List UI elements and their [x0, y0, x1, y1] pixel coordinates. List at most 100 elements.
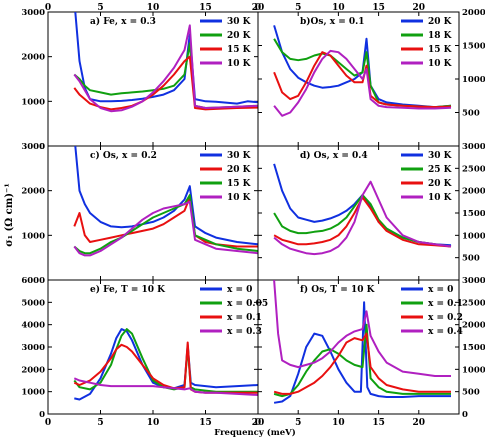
series-line-2: [73, 328, 258, 393]
y-tick-label: 5000: [21, 298, 45, 308]
series-layer: [273, 163, 452, 256]
x-tick-label-top: 5: [295, 3, 301, 13]
series-line-4: [273, 280, 451, 377]
legend-label: x = 0.05: [227, 299, 268, 309]
panel-d: 500 1000 1500 2000 2500 3000 d) Os, x = 0.4 30 …: [257, 142, 485, 281]
legend-label: x = 0: [227, 285, 252, 295]
y-tick-label: 4000: [21, 321, 45, 331]
y-tick-label: 500: [462, 254, 480, 264]
x-tick-label-top: 20: [413, 3, 426, 13]
y-tick-label: 0: [39, 142, 45, 152]
series-line-2: [273, 323, 451, 398]
legend-label: x = 0.2: [428, 313, 463, 323]
y-axis-label: σ₁ (Ω cm)⁻¹: [4, 183, 15, 246]
x-tick-label-top: 20: [252, 3, 265, 13]
series-layer: [73, 12, 258, 113]
series-line-3: [273, 332, 451, 395]
panel-title: f) Os, T = 10 K: [300, 284, 376, 295]
legend-label: 20 K: [227, 165, 252, 175]
y-tick-label: 2000: [462, 321, 485, 331]
series-line-4: [73, 377, 258, 396]
y-tick-label: 3000: [21, 343, 45, 353]
y-tick-label: 6000: [21, 276, 45, 286]
y-tick-label: 1000: [462, 75, 485, 85]
series-line-3: [273, 196, 452, 248]
series-line-4: [273, 180, 452, 256]
legend: 30 K 25 K 20 K 10 K: [401, 151, 453, 203]
panel-title: c) Os, x = 0.2: [90, 150, 157, 161]
legend-label: 10 K: [227, 193, 252, 203]
legend-label: 10 K: [227, 59, 252, 69]
y-tick-label: 500: [462, 109, 480, 119]
series-line-1: [74, 146, 258, 246]
legend-label: 15 K: [227, 179, 252, 189]
x-tick-label: 10: [147, 418, 160, 428]
y-tick-label: 1000: [21, 231, 45, 241]
x-tick-label: 15: [199, 418, 212, 428]
series-line-4: [73, 200, 258, 257]
series-layer: [273, 280, 451, 404]
y-tick-label: 1000: [21, 388, 45, 398]
legend-label: 10 K: [428, 59, 453, 69]
y-tick-label: 2000: [21, 53, 45, 63]
x-tick-label: 15: [372, 418, 385, 428]
legend-label: 25 K: [428, 165, 453, 175]
y-tick-label: 3000: [462, 142, 485, 152]
x-tick-label-top: 0: [255, 3, 261, 13]
legend: 30 K 20 K 15 K 10 K: [200, 17, 252, 69]
x-tick-label: 10: [332, 418, 345, 428]
legend-label: 20 K: [428, 17, 453, 27]
y-tick-label: 2500: [462, 298, 485, 308]
y-tick-label: 2000: [462, 187, 485, 197]
series-line-2: [73, 196, 258, 248]
legend-label: 30 K: [227, 17, 252, 27]
x-tick-label: 0: [45, 418, 51, 428]
panel-title: e) Fe, T = 10 K: [90, 284, 166, 295]
x-tick-label-top: 0: [45, 3, 51, 13]
series-line-3: [73, 194, 258, 255]
legend: x = 0 x = 0.1 x = 0.2 x = 0.4: [401, 285, 463, 337]
series-line-3: [73, 55, 258, 111]
y-tick-label: 3000: [462, 276, 485, 286]
x-tick-label: 5: [97, 418, 103, 428]
y-tick-label: 3000: [21, 8, 45, 18]
series-line-4: [73, 24, 258, 113]
panel-title: b)Os, x = 0.1: [300, 16, 365, 27]
x-tick-label: 5: [295, 418, 301, 428]
legend: 20 K 18 K 15 K 10 K: [401, 17, 453, 69]
y-tick-label: 3000: [21, 142, 45, 152]
series-layer: [73, 328, 258, 401]
legend-label: 30 K: [227, 151, 252, 161]
series-line-1: [273, 25, 452, 109]
y-tick-label: 1000: [462, 231, 485, 241]
panel-b: 0 5 10 15 20 500 1000 1500 2000 b)Os, x = 0.1 20 K…: [255, 3, 485, 147]
series-line-2: [273, 194, 452, 248]
legend-label: x = 0.1: [428, 299, 463, 309]
x-tick-label: 20: [413, 418, 426, 428]
y-tick-label: 2500: [462, 164, 485, 174]
x-axis-label: Frequency (meV): [214, 427, 296, 438]
x-tick-label: 0: [255, 418, 261, 428]
legend-label: 15 K: [227, 45, 252, 55]
legend-label: 20 K: [227, 31, 252, 41]
x-tick-label-top: 10: [147, 3, 160, 13]
legend: x = 0 x = 0.05 x = 0.1 x = 0.3: [200, 285, 268, 337]
x-tick-label: 20: [252, 418, 265, 428]
legend-label: x = 0.4: [428, 327, 463, 337]
series-layer: [73, 146, 258, 257]
y-tick-label: 500: [462, 388, 480, 398]
series-line-3: [273, 51, 452, 109]
y-tick-label: 1000: [462, 365, 485, 375]
series-line-1: [273, 301, 451, 404]
series-line-4: [273, 49, 452, 117]
x-tick-label-top: 15: [199, 3, 212, 13]
y-tick-label: 1500: [462, 42, 485, 52]
y-tick-label: 2000: [21, 187, 45, 197]
legend-label: 20 K: [428, 179, 453, 189]
legend-label: 18 K: [428, 31, 453, 41]
y-tick-label: 1500: [462, 343, 485, 353]
